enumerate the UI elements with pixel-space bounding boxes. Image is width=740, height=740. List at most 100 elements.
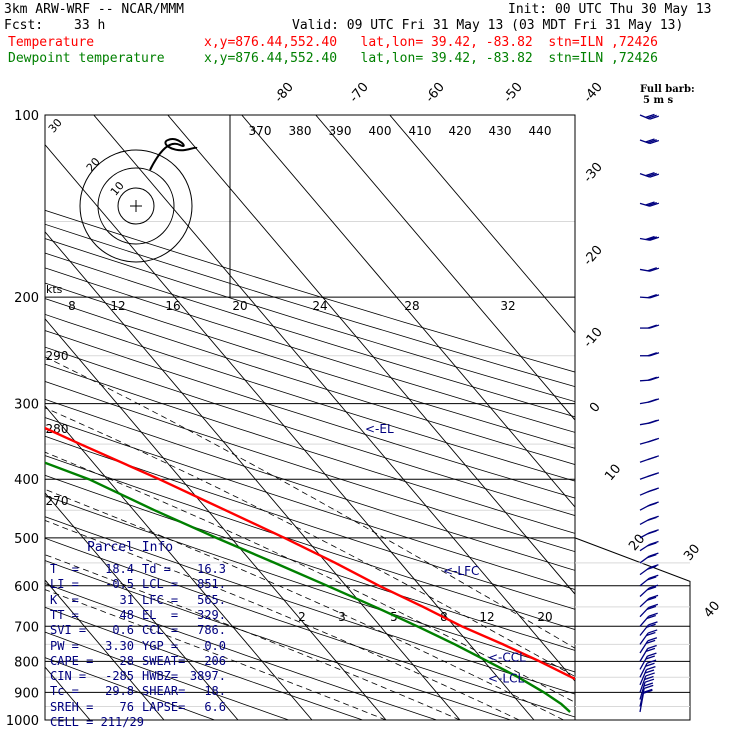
dry-adiabat xyxy=(45,657,216,720)
hodograph-ring xyxy=(97,167,175,245)
wind-barb xyxy=(639,644,657,662)
pressure-tick-label: 100 xyxy=(14,109,39,124)
pressure-tick-label: 900 xyxy=(14,686,39,701)
pressure-tick-label: 300 xyxy=(14,398,39,413)
wind-barb xyxy=(639,376,660,382)
isotherm-label: -30 xyxy=(581,160,606,186)
isotherm-line xyxy=(315,115,575,421)
wind-barb xyxy=(639,594,659,608)
parcel-label: CCL = xyxy=(142,623,179,638)
isotherm-label: -70 xyxy=(347,80,372,106)
wind-barb xyxy=(639,267,660,272)
parcel-value: 3897. xyxy=(189,669,226,684)
isotherm-label: 10 xyxy=(602,462,624,484)
barb-legend-line1: Full barb: xyxy=(640,84,695,95)
theta-label: 390 xyxy=(329,124,352,138)
theta-label: 400 xyxy=(369,124,392,138)
dry-adiabat xyxy=(45,313,575,482)
wind-barb xyxy=(639,529,659,539)
wind-barb xyxy=(639,455,660,463)
parcel-label: K = xyxy=(50,592,79,607)
isotherm-line xyxy=(167,115,575,595)
hodograph-units-label: kts xyxy=(46,283,63,296)
dry-adiabat xyxy=(45,346,575,516)
parcel-label: Tc = xyxy=(50,684,79,699)
wind-barb xyxy=(639,584,659,597)
parcel-label: LCL = xyxy=(142,577,179,592)
wind-barb xyxy=(639,138,660,145)
parcel-label: PW = xyxy=(50,638,79,653)
wind-barb xyxy=(639,171,660,178)
wind-barb xyxy=(639,235,660,241)
parcel-value: 18.4 xyxy=(105,562,134,576)
hodograph-trace xyxy=(149,137,198,171)
theta-label: 370 xyxy=(249,124,272,138)
parcel-label: CIN = xyxy=(50,669,87,684)
isotherm-label: -80 xyxy=(272,80,297,106)
isotherm-label: -60 xyxy=(423,80,448,106)
parcel-label: T = xyxy=(50,562,79,576)
parcel-value: 18. xyxy=(204,684,226,699)
parcel-label: SHEAR= xyxy=(142,684,186,699)
dry-adiabat xyxy=(45,238,575,403)
pressure-tick-label: 700 xyxy=(14,620,39,635)
wind-barb xyxy=(639,419,660,426)
dry-adiabat xyxy=(45,363,575,534)
dry-adiabat xyxy=(45,282,575,449)
parcel-value: 206 xyxy=(204,653,226,668)
parcel-label: TT = xyxy=(50,607,79,622)
parcel-value: -285 xyxy=(105,669,134,684)
wind-barb xyxy=(639,487,659,496)
parcel-value: -0.5 xyxy=(105,577,134,592)
pressure-tick-label: 600 xyxy=(14,580,39,595)
isotherm-line xyxy=(389,115,575,334)
pressure-tick-label: 800 xyxy=(14,655,39,670)
mixing-ratio-label: 16 xyxy=(165,299,180,313)
temperature-trace xyxy=(45,426,575,681)
hodograph-ring-label: 10 xyxy=(108,179,127,198)
field-temperature-label: Temperature xyxy=(8,35,95,50)
dry-adiabat xyxy=(45,252,575,418)
hodograph-ring xyxy=(79,149,193,263)
barb-legend-line2: 5 m s xyxy=(643,95,674,106)
isotherm-label: -40 xyxy=(581,80,606,106)
wind-barb xyxy=(639,472,660,480)
parcel-value: 16.3 xyxy=(197,562,226,576)
parcel-value: 0.0 xyxy=(204,638,226,653)
wind-barb xyxy=(639,552,659,564)
isotherm-label: -10 xyxy=(581,325,606,351)
mixing-ratio-label: 2 xyxy=(298,610,306,624)
location-line-1: x,y=876.44,552.40 lat,lon= 39.42, -83.82… xyxy=(204,35,658,50)
level-label-lcl: <-LCL xyxy=(488,672,524,686)
isotherm-line xyxy=(45,405,313,720)
parcel-value: 851. xyxy=(197,577,226,592)
fcst-value: 33 h xyxy=(74,18,106,33)
parcel-label: Td = xyxy=(142,562,171,576)
dry-adiabat xyxy=(45,417,575,590)
mixing-ratio-label: 28 xyxy=(404,299,419,313)
hodograph-ring-label: 30 xyxy=(46,116,65,135)
dry-adiabat xyxy=(45,455,575,631)
mixing-ratio-label: 3 xyxy=(338,610,346,624)
valid-time: Valid: 09 UTC Fri 31 May 13 (03 MDT Fri … xyxy=(292,18,684,33)
theta-label: 420 xyxy=(449,124,472,138)
isotherm-line xyxy=(45,231,461,720)
parcel-value: 31 xyxy=(119,592,134,607)
parcel-value: 786. xyxy=(197,623,226,638)
mixing-ratio-label: 20 xyxy=(537,610,552,624)
parcel-value: 329. xyxy=(197,607,226,622)
pressure-tick-label: 500 xyxy=(14,532,39,547)
level-label-el: <-EL xyxy=(365,422,394,436)
isotherm-label: -20 xyxy=(581,243,606,269)
theta-label: 410 xyxy=(409,124,432,138)
plot-frame xyxy=(44,114,576,721)
isotherm-line xyxy=(93,115,575,682)
wind-barb xyxy=(639,603,659,618)
isotherm-line xyxy=(241,115,575,508)
dry-adiabat xyxy=(45,267,575,433)
theta-label: 440 xyxy=(529,124,552,138)
wind-barb xyxy=(639,201,660,207)
dry-adiabat xyxy=(45,298,575,465)
parcel-label: LI = xyxy=(50,577,79,592)
